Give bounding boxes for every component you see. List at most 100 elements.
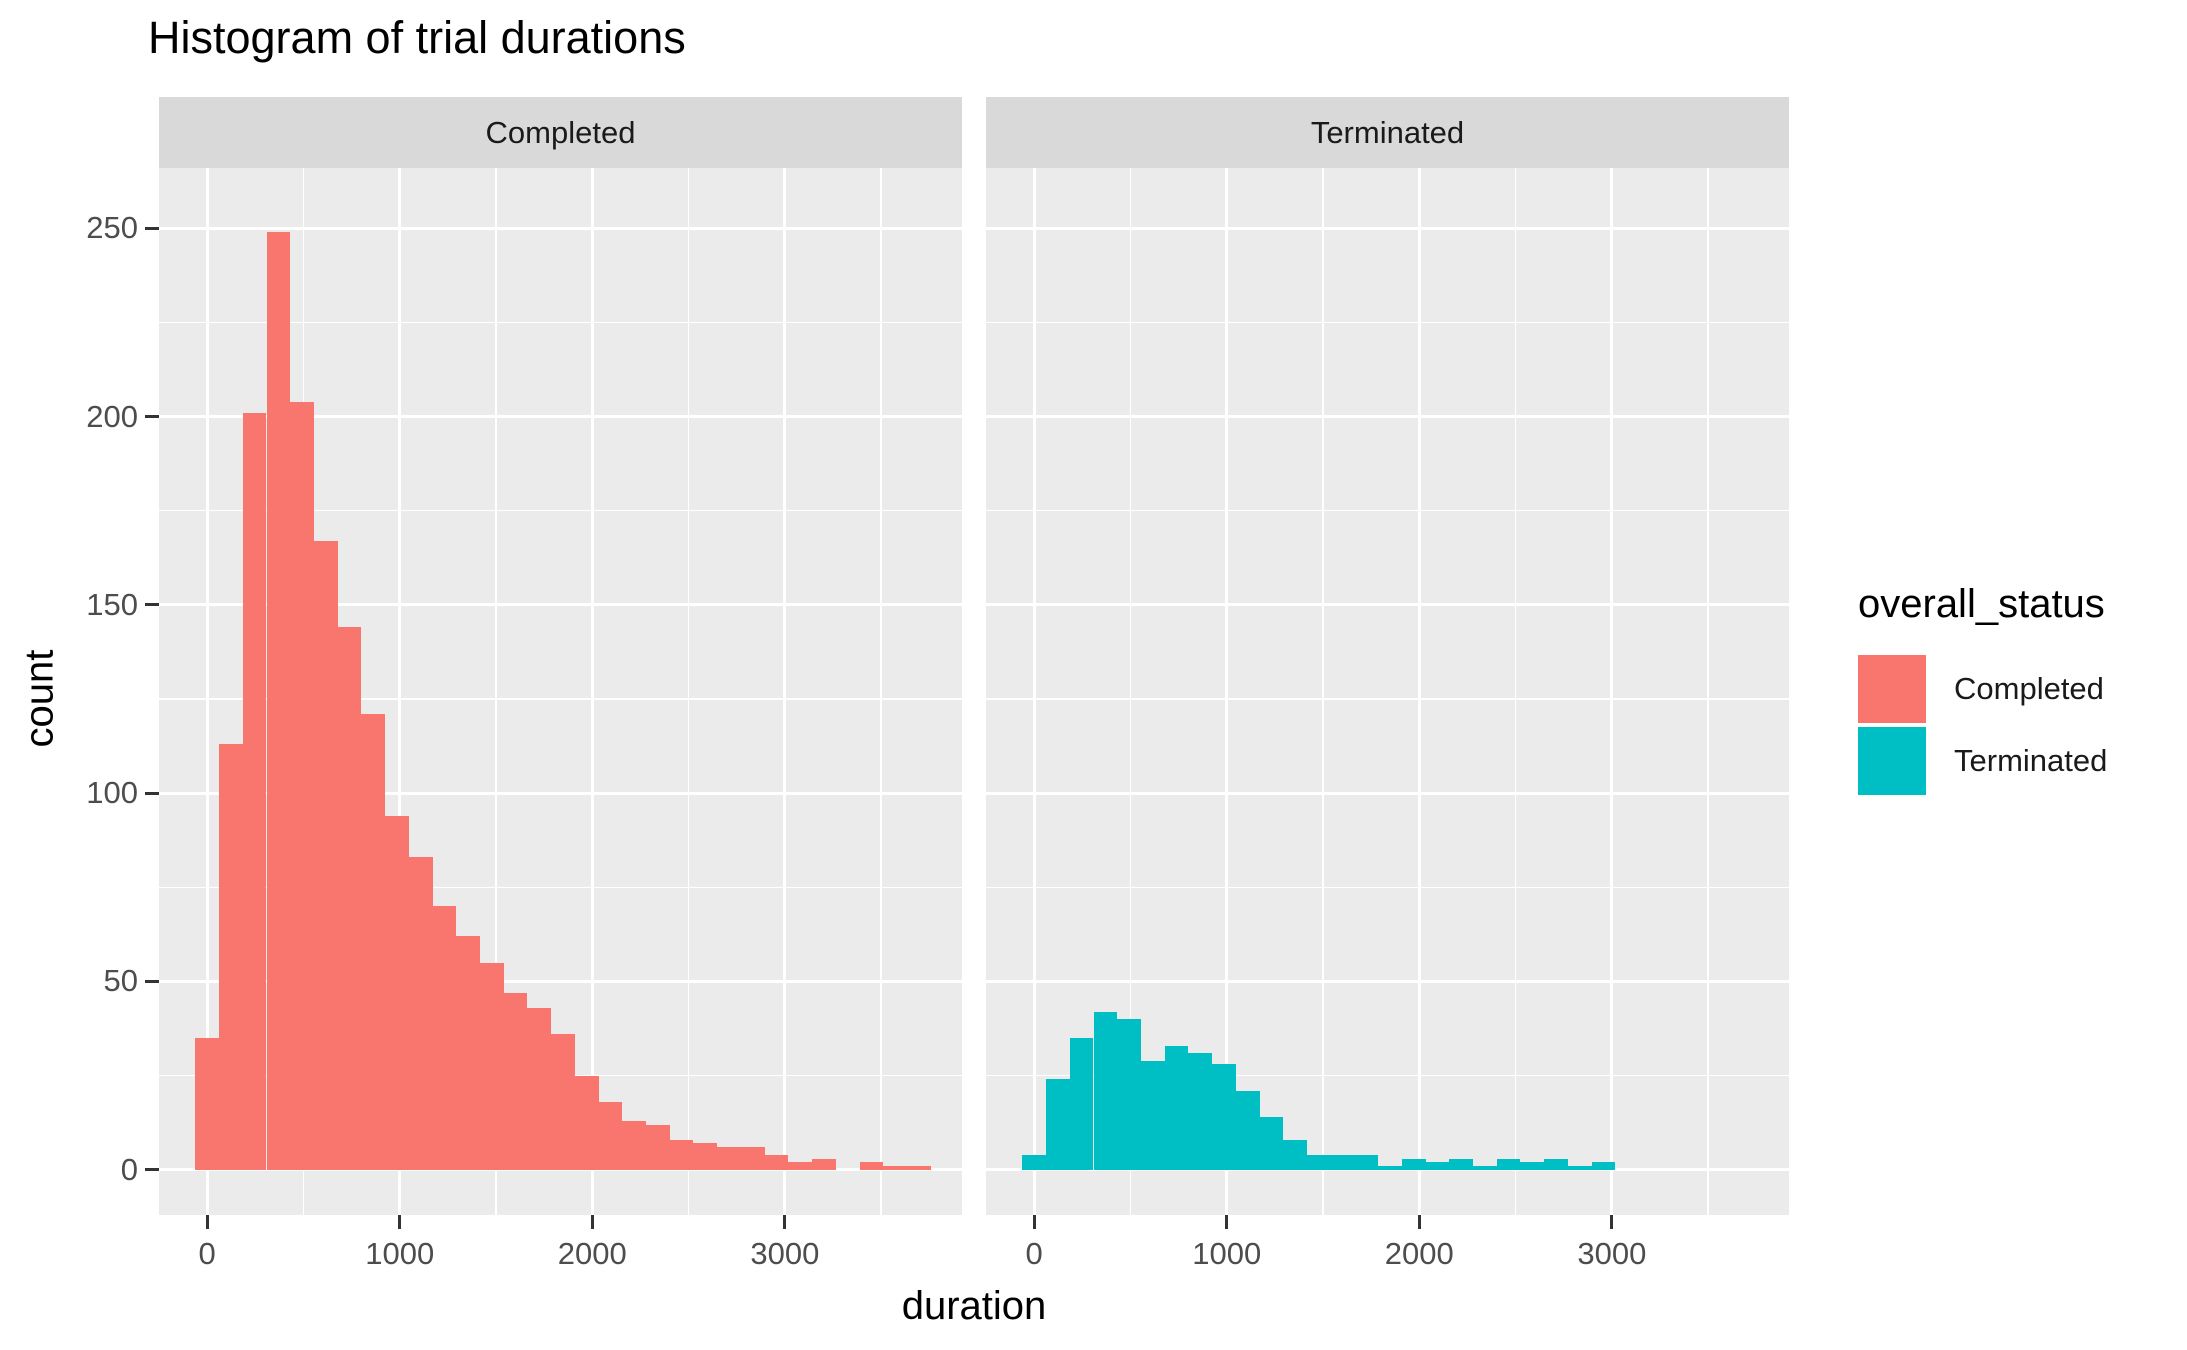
histogram-bar-completed-9 (408, 857, 433, 1170)
histogram-bar-terminated-7 (1188, 1053, 1212, 1170)
y-axis-tick-label: 200 (86, 398, 138, 434)
y-major-gridline (159, 603, 962, 607)
x-axis-tick-label: 3000 (750, 1236, 820, 1271)
legend-item-completed-label: Completed (1954, 671, 2104, 706)
y-minor-gridline (986, 698, 1789, 700)
x-axis-tick-label: 1000 (1192, 1236, 1262, 1271)
x-major-gridline (1417, 168, 1421, 1215)
histogram-bar-completed-4 (290, 401, 314, 1170)
histogram-bar-terminated-3 (1093, 1011, 1118, 1170)
histogram-bar-completed-2 (242, 412, 267, 1170)
x-major-gridline (590, 168, 594, 1215)
x-axis-tick (1225, 1215, 1229, 1229)
x-major-gridline (398, 168, 402, 1215)
histogram-bar-completed-28 (859, 1162, 884, 1170)
completed-swatch (1858, 655, 1926, 723)
y-axis-tick-label: 250 (86, 210, 138, 246)
histogram-bar-terminated-8 (1212, 1064, 1236, 1170)
x-axis-tick (205, 1215, 209, 1229)
histogram-bar-terminated-24 (1591, 1162, 1616, 1170)
histogram-bar-terminated-13 (1330, 1154, 1355, 1170)
y-minor-gridline (986, 509, 1789, 512)
y-major-gridline (986, 415, 1789, 419)
y-major-gridline (159, 791, 962, 795)
histogram-bar-terminated-0 (1022, 1154, 1046, 1170)
x-minor-gridline (1322, 168, 1324, 1215)
x-axis-tick-label: 3000 (1577, 1236, 1647, 1271)
y-minor-gridline (159, 321, 962, 324)
histogram-bar-terminated-10 (1259, 1117, 1284, 1170)
x-minor-gridline (1129, 168, 1132, 1215)
histogram-bar-completed-21 (693, 1143, 718, 1170)
y-axis-tick (145, 603, 159, 607)
x-minor-gridline (1707, 168, 1709, 1215)
terminated-swatch (1858, 727, 1926, 795)
y-axis-tick-label: 0 (120, 1151, 138, 1187)
histogram-bar-terminated-17 (1425, 1162, 1450, 1170)
histogram-bar-terminated-15 (1378, 1166, 1402, 1170)
y-axis-title: count (17, 649, 62, 748)
histogram-bar-completed-7 (361, 714, 385, 1170)
facet-strip-completed: Completed (159, 97, 962, 168)
x-major-gridline (1032, 168, 1036, 1215)
y-axis-tick (145, 791, 159, 795)
x-minor-gridline (1514, 168, 1517, 1215)
x-major-gridline (205, 168, 209, 1215)
histogram-bar-terminated-20 (1496, 1158, 1521, 1170)
y-major-gridline (986, 791, 1789, 795)
x-axis-tick-label: 0 (198, 1236, 216, 1271)
histogram-bar-terminated-11 (1283, 1139, 1307, 1170)
y-axis-tick-label: 50 (103, 963, 138, 999)
facet-strip-terminated: Terminated (986, 97, 1789, 168)
y-major-gridline (159, 979, 962, 983)
y-minor-gridline (159, 509, 962, 512)
histogram-bar-terminated-5 (1140, 1060, 1165, 1170)
histogram-bar-completed-22 (717, 1147, 741, 1170)
histogram-bar-completed-23 (741, 1147, 765, 1170)
histogram-bar-completed-3 (266, 232, 291, 1170)
x-major-gridline (1610, 168, 1614, 1215)
x-minor-gridline (495, 168, 497, 1215)
histogram-bar-completed-13 (503, 992, 528, 1170)
x-axis-tick (1032, 1215, 1036, 1229)
x-axis-tick (1610, 1215, 1614, 1229)
histogram-bar-terminated-6 (1164, 1045, 1189, 1170)
x-axis-tick (590, 1215, 594, 1229)
histogram-bar-completed-12 (479, 962, 504, 1170)
histogram-bar-completed-6 (337, 627, 362, 1170)
y-axis-tick (145, 979, 159, 983)
legend-item-completed: Completed (1858, 655, 2178, 723)
histogram-bar-completed-1 (218, 744, 243, 1170)
histogram-bar-completed-16 (574, 1075, 599, 1170)
y-major-gridline (986, 226, 1789, 230)
x-axis-tick-label: 1000 (365, 1236, 435, 1271)
legend-item-terminated: Terminated (1858, 727, 2178, 795)
y-axis-tick-label: 150 (86, 586, 138, 622)
histogram-bar-completed-15 (551, 1034, 575, 1170)
histogram-bar-completed-5 (313, 540, 338, 1170)
x-minor-gridline (880, 168, 882, 1215)
histogram-bar-completed-24 (764, 1154, 789, 1170)
x-major-gridline (1225, 168, 1229, 1215)
histogram-bar-completed-8 (385, 815, 409, 1170)
x-major-gridline (783, 168, 787, 1215)
y-axis-tick (145, 226, 159, 230)
plot-title: Histogram of trial durations (148, 12, 686, 63)
panel-terminated (986, 168, 1789, 1215)
histogram-bar-terminated-18 (1449, 1158, 1474, 1170)
histogram-bar-completed-29 (883, 1166, 908, 1170)
histogram-bar-terminated-23 (1568, 1166, 1592, 1170)
histogram-bar-terminated-19 (1473, 1166, 1497, 1170)
histogram-bar-completed-25 (788, 1162, 813, 1170)
facet-strip-completed-label: Completed (485, 114, 636, 150)
histogram-bar-terminated-4 (1117, 1019, 1141, 1170)
y-major-gridline (159, 226, 962, 230)
y-major-gridline (159, 415, 962, 419)
x-axis-tick (783, 1215, 787, 1229)
x-axis-title: duration (901, 1284, 1047, 1328)
histogram-bar-terminated-21 (1520, 1162, 1545, 1170)
legend-title: overall_status (1858, 582, 2105, 626)
histogram-bar-completed-18 (622, 1120, 647, 1170)
histogram-bar-completed-0 (195, 1038, 219, 1170)
